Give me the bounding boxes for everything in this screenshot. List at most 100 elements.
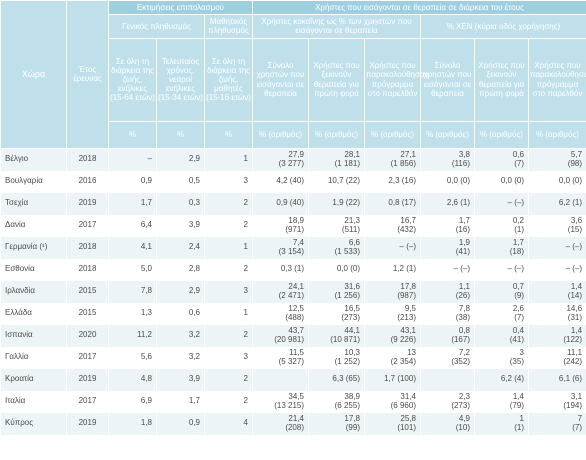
prevalence-cell: 0,5 bbox=[156, 170, 205, 193]
column-header: Σύνολο χρηστών που εισάγονται σε θεραπεί… bbox=[252, 37, 309, 122]
percent: 7,8 bbox=[458, 303, 470, 313]
treatment-cell bbox=[252, 368, 309, 391]
percent: 2,3 bbox=[458, 391, 470, 401]
header-subgroup: Χρήστες κοκαΐνης ως % των χρηστών που ει… bbox=[252, 14, 421, 39]
percent: 21,4 bbox=[288, 413, 304, 423]
treatment-cell: 2,3 (16) bbox=[364, 170, 421, 193]
count: (38) bbox=[455, 312, 470, 322]
percent: 27,1 bbox=[400, 149, 416, 159]
year: 2015 bbox=[66, 302, 109, 325]
column-header: Σε όλη τη διάρκεια της ζωής, μαθητές (15… bbox=[204, 37, 253, 122]
prevalence-cell: 3,2 bbox=[156, 346, 205, 369]
treatment-cell: 0,0 (0) bbox=[527, 170, 586, 193]
percent: 0,0 (0) bbox=[446, 176, 470, 186]
prevalence-cell: 2 bbox=[204, 368, 253, 391]
count: (273) bbox=[341, 312, 360, 322]
year: 2018 bbox=[66, 258, 109, 281]
percent: 1,4 bbox=[570, 281, 583, 291]
count: (41) bbox=[455, 246, 470, 256]
percent: 2,3 (16) bbox=[388, 176, 416, 186]
header-group: Χρήστες που εισάγονται σε θεραπεία σε δι… bbox=[251, 0, 586, 16]
table-row: Εσθονία 2018 5,0 2,8 2 0,3 (1) 0,0 (0) 1,2 (1) –… bbox=[0, 258, 586, 281]
count: (7) bbox=[514, 312, 524, 322]
percent: 21,3 bbox=[344, 215, 360, 225]
column-header: Σύνολο χρηστών που εισάγονται σε θεραπεί… bbox=[420, 37, 475, 122]
count: (15) bbox=[567, 224, 583, 234]
treatment-cell: 1,7 (16) bbox=[420, 214, 475, 237]
unit-header: % (αριθμός) bbox=[527, 120, 586, 149]
treatment-cell: 27,1 (1 856) bbox=[364, 148, 421, 171]
prevalence-cell: 0,3 bbox=[156, 192, 205, 215]
percent: 1,1 bbox=[458, 281, 470, 291]
percent: 31,6 bbox=[344, 281, 360, 291]
prevalence-cell: 0,9 bbox=[108, 170, 157, 193]
country: Τσεχία bbox=[0, 192, 67, 215]
treatment-cell: 1,9 (41) bbox=[420, 236, 475, 259]
treatment-cell: 24,1 (2 471) bbox=[252, 280, 309, 303]
year: 2015 bbox=[66, 280, 109, 303]
year: 2018 bbox=[66, 148, 109, 171]
treatment-cell: 13 (2 354) bbox=[364, 346, 421, 369]
percent: 2,6 bbox=[512, 303, 524, 313]
count: (1 252) bbox=[334, 356, 360, 366]
percent: 3 bbox=[519, 347, 524, 357]
count: (273) bbox=[451, 400, 470, 410]
percent: 0,2 bbox=[512, 215, 524, 225]
treatment-cell: 0,0 (0) bbox=[474, 170, 529, 193]
treatment-cell: 17,8 (99) bbox=[308, 412, 365, 435]
prevalence-cell: 2,9 bbox=[156, 280, 205, 303]
prevalence-cell: 7,8 bbox=[108, 280, 157, 303]
treatment-cell: 25,8 (101) bbox=[364, 412, 421, 435]
unit-header: % bbox=[204, 120, 253, 149]
percent: 1,2 (1) bbox=[392, 264, 416, 274]
treatment-cell: 0,7 (9) bbox=[474, 280, 529, 303]
year: 2017 bbox=[66, 346, 109, 369]
count: (116) bbox=[451, 158, 470, 168]
treatment-cell: 31,4 (6 960) bbox=[364, 390, 421, 413]
column-header: Σε όλη τη διάρκεια της ζωής, ενήλικες (1… bbox=[108, 37, 157, 122]
percent: 24,1 bbox=[288, 281, 304, 291]
percent: 1,9 (22) bbox=[332, 198, 360, 208]
prevalence-cell: 4 bbox=[204, 412, 253, 435]
header-year: Έτος έρευνας bbox=[66, 0, 109, 149]
count: (971) bbox=[285, 224, 304, 234]
treatment-cell: 5,7 (98) bbox=[527, 148, 586, 171]
count: (10) bbox=[455, 422, 470, 432]
prevalence-cell: 1 bbox=[204, 302, 253, 325]
count: (7) bbox=[514, 158, 524, 168]
prevalence-cell: 1,7 bbox=[108, 192, 157, 215]
treatment-cell: 7,4 (3 154) bbox=[252, 236, 309, 259]
percent: 0,8 (17) bbox=[388, 198, 416, 208]
treatment-cell: 0,9 (40) bbox=[252, 192, 309, 215]
table-row: Βέλγιο 2018–2,9 1 27,9 (3 277) 28,1 (1 181) 27,… bbox=[0, 148, 586, 171]
percent: 13 bbox=[407, 347, 416, 357]
treatment-cell: 14,6 (31) bbox=[527, 302, 586, 325]
percent: 31,4 bbox=[400, 391, 416, 401]
header-subgroup: % ΧΕΝ (κύρια οδός χορήγησης) bbox=[419, 14, 586, 39]
table-row: Γαλλία 2017 5,6 3,2 3 11,5 (5 327) 10,3 (1 252) 1… bbox=[0, 346, 586, 369]
count: (167) bbox=[451, 334, 470, 344]
count: (98) bbox=[567, 158, 583, 168]
count: (9) bbox=[514, 290, 524, 300]
percent: 1,9 bbox=[458, 237, 470, 247]
unit-header: % (αριθμός) bbox=[252, 120, 309, 149]
percent: – (–) bbox=[565, 242, 583, 252]
percent: 38,9 bbox=[344, 391, 360, 401]
table-row: Κύπρος 2019 1,8 0,9 4 21,4 (208) 17,8 (99) 25,8 (1… bbox=[0, 412, 586, 435]
count: (13 215) bbox=[274, 400, 304, 410]
prevalence-cell: 1,8 bbox=[108, 412, 157, 435]
column-header: Χρήστες που ξεκινούν θεραπεία για πρώτη … bbox=[308, 37, 365, 122]
count: (1 256) bbox=[334, 290, 360, 300]
prevalence-cell: 0,9 bbox=[156, 412, 205, 435]
column-header: Χρήστες που παρακολούθησαν πρόγραμμα στο… bbox=[527, 37, 586, 122]
column-header: Χρήστες που ξεκινούν θεραπεία για πρώτη … bbox=[474, 37, 529, 122]
count: (2 354) bbox=[390, 356, 416, 366]
treatment-cell: 7 (7) bbox=[527, 412, 586, 435]
year: 2016 bbox=[66, 170, 109, 193]
treatment-cell: 6,2 (4) bbox=[474, 368, 529, 391]
column-header: Τελευταίος χρόνος, νεαροί ενήλικες (15-3… bbox=[156, 37, 205, 122]
prevalence-cell: 2 bbox=[204, 390, 253, 413]
treatment-cell: 28,1 (1 181) bbox=[308, 148, 365, 171]
percent: – (–) bbox=[399, 242, 416, 252]
prevalence-cell: 3,2 bbox=[156, 324, 205, 347]
